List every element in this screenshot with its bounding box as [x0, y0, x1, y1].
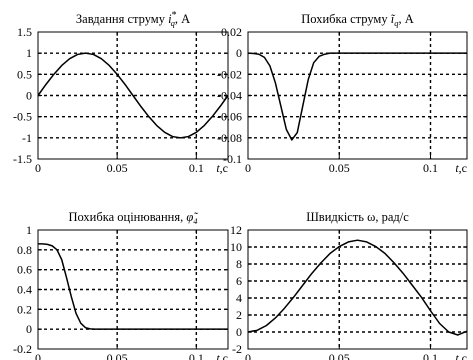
estimation-error-title-var: φ̃ — [186, 210, 198, 224]
estimation-error-xlabel-var: t — [216, 351, 220, 360]
speed-ytick-label-3: 4 — [236, 291, 242, 305]
speed-xlabel: t,c — [455, 351, 467, 360]
estimation-error-series-line-0 — [38, 243, 228, 330]
current-reference-title-sub: q — [171, 18, 176, 28]
current-error-xlabel-unit: ,c — [459, 161, 467, 175]
current-error-ytick-label-2: -0.06 — [217, 110, 242, 124]
current-error-plot-frame — [247, 31, 468, 160]
estimation-error-ytick-label-2: 0.2 — [17, 302, 32, 316]
estimation-error-ytick-label-6: 1 — [26, 223, 32, 237]
speed-xlabel-var: t — [455, 351, 459, 360]
current-error-ytick-label-6: 0.02 — [221, 25, 242, 39]
speed-title: Швидкість ω, рад/с — [306, 210, 409, 224]
speed-xtick-label-2: 0.1 — [423, 351, 438, 360]
current-error-xtick-label-0: 0 — [245, 161, 251, 175]
estimation-error-title-sub: 4 — [193, 216, 198, 226]
current-error-ytick-label-5: 0 — [236, 46, 242, 60]
estimation-error-xtick-label-0: 0 — [35, 351, 41, 360]
current-error-xlabel-var: t — [455, 161, 459, 175]
speed-xlabel-unit: ,c — [459, 351, 467, 360]
current-error-title-sub: q — [394, 18, 399, 28]
estimation-error-ytick-label-5: 0.8 — [17, 243, 32, 257]
current-error-xtick-label-1: 0.05 — [329, 161, 350, 175]
speed-title-main: Швидкість ω, рад/с — [306, 210, 409, 224]
current-error-ytick-label-4: -0.02 — [217, 67, 242, 81]
current-reference-xlabel: t,c — [216, 161, 228, 175]
current-error-title-tail: , А — [398, 12, 413, 26]
estimation-error-ytick-label-3: 0.4 — [17, 283, 32, 297]
current-error-title-main: Похибка струму — [301, 12, 390, 26]
estimation-error-title: Похибка оцінювання, φ̃4 — [68, 210, 198, 226]
current-error-title-var: ĩ — [391, 12, 396, 26]
current-error-title: Похибка струму ĩq, А — [301, 12, 413, 28]
estimation-error-xlabel: t,c — [216, 351, 228, 360]
current-reference-xtick-label-1: 0.05 — [107, 161, 128, 175]
estimation-error-ytick-label-1: 0 — [26, 322, 32, 336]
current-reference-ytick-label-5: 1 — [26, 46, 32, 60]
current-reference-xtick-label-2: 0.1 — [189, 161, 204, 175]
speed-ytick-label-7: 12 — [230, 223, 242, 237]
speed-plot-frame — [247, 229, 468, 350]
current-reference-ytick-label-6: 1.5 — [17, 25, 32, 39]
current-error-xlabel: t,c — [455, 161, 467, 175]
current-reference-ytick-label-3: 0 — [26, 89, 32, 103]
current-reference-series-line-0 — [37, 52, 229, 139]
estimation-error-ytick-label-4: 0.6 — [17, 263, 32, 277]
speed-ytick-label-6: 10 — [230, 240, 242, 254]
current-error-ytick-label-3: -0.04 — [217, 89, 242, 103]
speed-ytick-label-4: 6 — [236, 274, 242, 288]
current-reference-ytick-label-0: -1.5 — [13, 152, 32, 166]
current-reference-title-var: i — [168, 12, 172, 26]
current-error-xtick-label-2: 0.1 — [423, 161, 438, 175]
speed-ytick-label-1: 0 — [236, 325, 242, 339]
speed-xtick-label-0: 0 — [245, 351, 251, 360]
estimation-error-xtick-label-1: 0.05 — [107, 351, 128, 360]
current-reference-ytick-label-2: -0.5 — [13, 110, 32, 124]
current-reference-plot-frame — [37, 31, 229, 160]
estimation-error-ytick-label-0: -0.2 — [13, 342, 32, 356]
current-reference-title-sup: * — [172, 10, 177, 21]
current-reference-xlabel-unit: ,c — [220, 161, 228, 175]
current-reference-xlabel-var: t — [216, 161, 220, 175]
estimation-error-title-main: Похибка оцінювання, — [68, 210, 186, 224]
current-error-series-line-0 — [247, 52, 467, 141]
speed-ytick-label-2: 2 — [236, 308, 242, 322]
estimation-error-xlabel-unit: ,c — [220, 351, 228, 360]
current-reference-title-tail: , А — [175, 12, 190, 26]
current-reference-title: Завдання струму i* q, А — [76, 10, 190, 28]
current-reference-xtick-label-0: 0 — [35, 161, 41, 175]
current-reference-ytick-label-4: 0.5 — [17, 67, 32, 81]
speed-ytick-label-0: -2 — [232, 342, 242, 356]
estimation-error-plot-frame — [37, 229, 229, 350]
current-error-ytick-label-0: -0.1 — [223, 152, 242, 166]
current-reference-chart: 0 0.05 0.1 -1.5 -1 -0.5 0 0.5 1 1.5 t,c Завдання ст… — [13, 10, 229, 175]
current-error-chart: 0 0.05 0.1-0.1-0.08-0.06-0.04-0.0200.02t,c… — [217, 12, 468, 175]
current-error-ytick-label-1: -0.08 — [217, 131, 242, 145]
speed-xtick-label-1: 0.05 — [329, 351, 350, 360]
speed-ytick-label-5: 8 — [236, 257, 242, 271]
speed-series-line-0 — [247, 239, 468, 336]
current-reference-title-main: Завдання струму — [76, 12, 168, 26]
estimation-error-xtick-label-2: 0.1 — [189, 351, 204, 360]
current-reference-ytick-label-1: -1 — [22, 131, 32, 145]
